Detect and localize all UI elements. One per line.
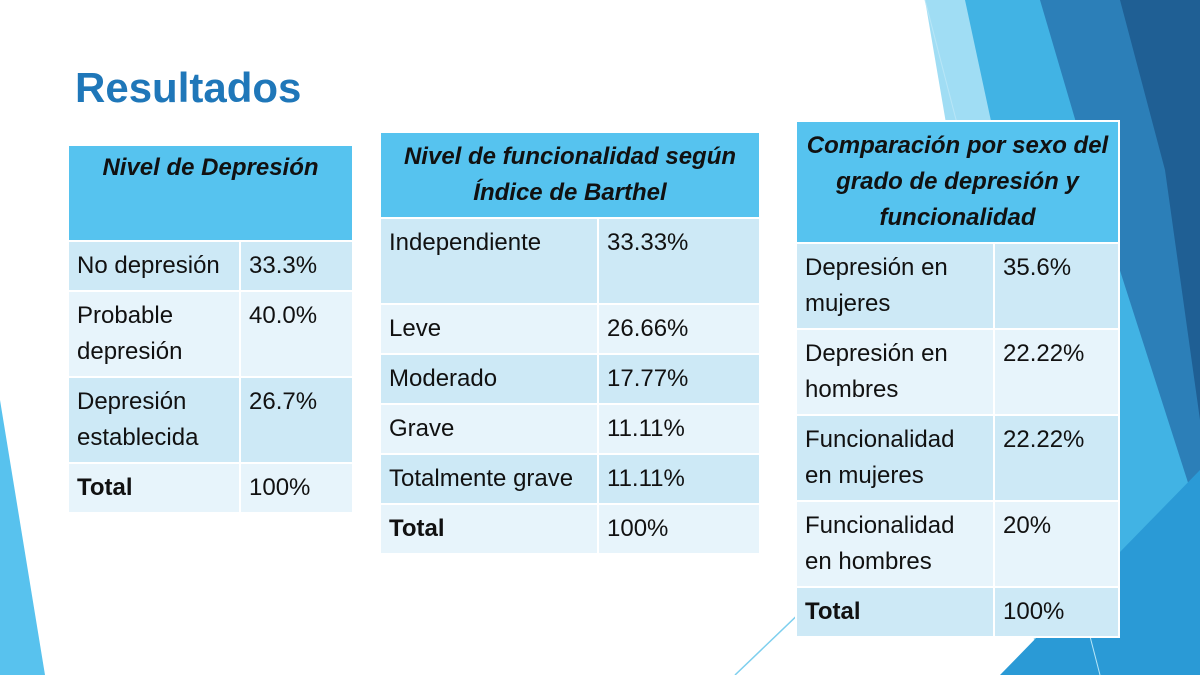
row-value: 35.6%: [993, 242, 1120, 330]
table-header: Nivel de funcionalidad según Índice de B…: [379, 131, 761, 219]
row-label: Moderado: [379, 353, 599, 405]
table-row: No depresión 33.3%: [67, 240, 354, 292]
table-row: Depresión en mujeres 35.6%: [795, 242, 1120, 330]
left-edge-triangle: [0, 400, 45, 675]
total-value: 100%: [239, 462, 354, 514]
table-row: Grave 11.11%: [379, 403, 761, 455]
barthel-functionality-table: Nivel de funcionalidad según Índice de B…: [379, 131, 761, 555]
total-label: Total: [67, 462, 241, 514]
row-value: 11.11%: [597, 453, 761, 505]
row-value: 26.66%: [597, 303, 761, 355]
row-label: Grave: [379, 403, 599, 455]
table-row: Totalmente grave 11.11%: [379, 453, 761, 505]
row-value: 22.22%: [993, 328, 1120, 416]
total-label: Total: [379, 503, 599, 555]
table-row: Depresión en hombres 22.22%: [795, 328, 1120, 416]
table-row: Leve 26.66%: [379, 303, 761, 355]
row-label: Funcionalidad en hombres: [795, 500, 995, 588]
table-row: Funcionalidad en mujeres 22.22%: [795, 414, 1120, 502]
row-value: 11.11%: [597, 403, 761, 455]
total-value: 100%: [597, 503, 761, 555]
table-row: Independiente 33.33%: [379, 217, 761, 305]
table-row: Funcionalidad en hombres 20%: [795, 500, 1120, 588]
row-value: 22.22%: [993, 414, 1120, 502]
row-value: 17.77%: [597, 353, 761, 405]
row-value: 20%: [993, 500, 1120, 588]
row-label: No depresión: [67, 240, 241, 292]
table-total-row: Total 100%: [67, 462, 354, 514]
total-label: Total: [795, 586, 995, 638]
right-deep-band: [1120, 0, 1200, 420]
row-label: Leve: [379, 303, 599, 355]
total-value: 100%: [993, 586, 1120, 638]
row-value: 26.7%: [239, 376, 354, 464]
row-value: 33.3%: [239, 240, 354, 292]
row-label: Probable depresión: [67, 290, 241, 378]
row-label: Independiente: [379, 217, 599, 305]
table-total-row: Total 100%: [379, 503, 761, 555]
table-total-row: Total 100%: [795, 586, 1120, 638]
depression-level-table: Nivel de Depresión No depresión 33.3% Pr…: [67, 144, 354, 514]
table-row: Depresión establecida 26.7%: [67, 376, 354, 464]
row-value: 40.0%: [239, 290, 354, 378]
row-label: Funcionalidad en mujeres: [795, 414, 995, 502]
table-row: Probable depresión 40.0%: [67, 290, 354, 378]
row-value: 33.33%: [597, 217, 761, 305]
table-header: Nivel de Depresión: [67, 144, 354, 242]
row-label: Totalmente grave: [379, 453, 599, 505]
slide-title: Resultados: [75, 64, 302, 111]
table-header: Comparación por sexo del grado de depres…: [795, 120, 1120, 244]
table-row: Moderado 17.77%: [379, 353, 761, 405]
row-label: Depresión establecida: [67, 376, 241, 464]
sex-comparison-table: Comparación por sexo del grado de depres…: [795, 120, 1120, 638]
row-label: Depresión en hombres: [795, 328, 995, 416]
row-label: Depresión en mujeres: [795, 242, 995, 330]
